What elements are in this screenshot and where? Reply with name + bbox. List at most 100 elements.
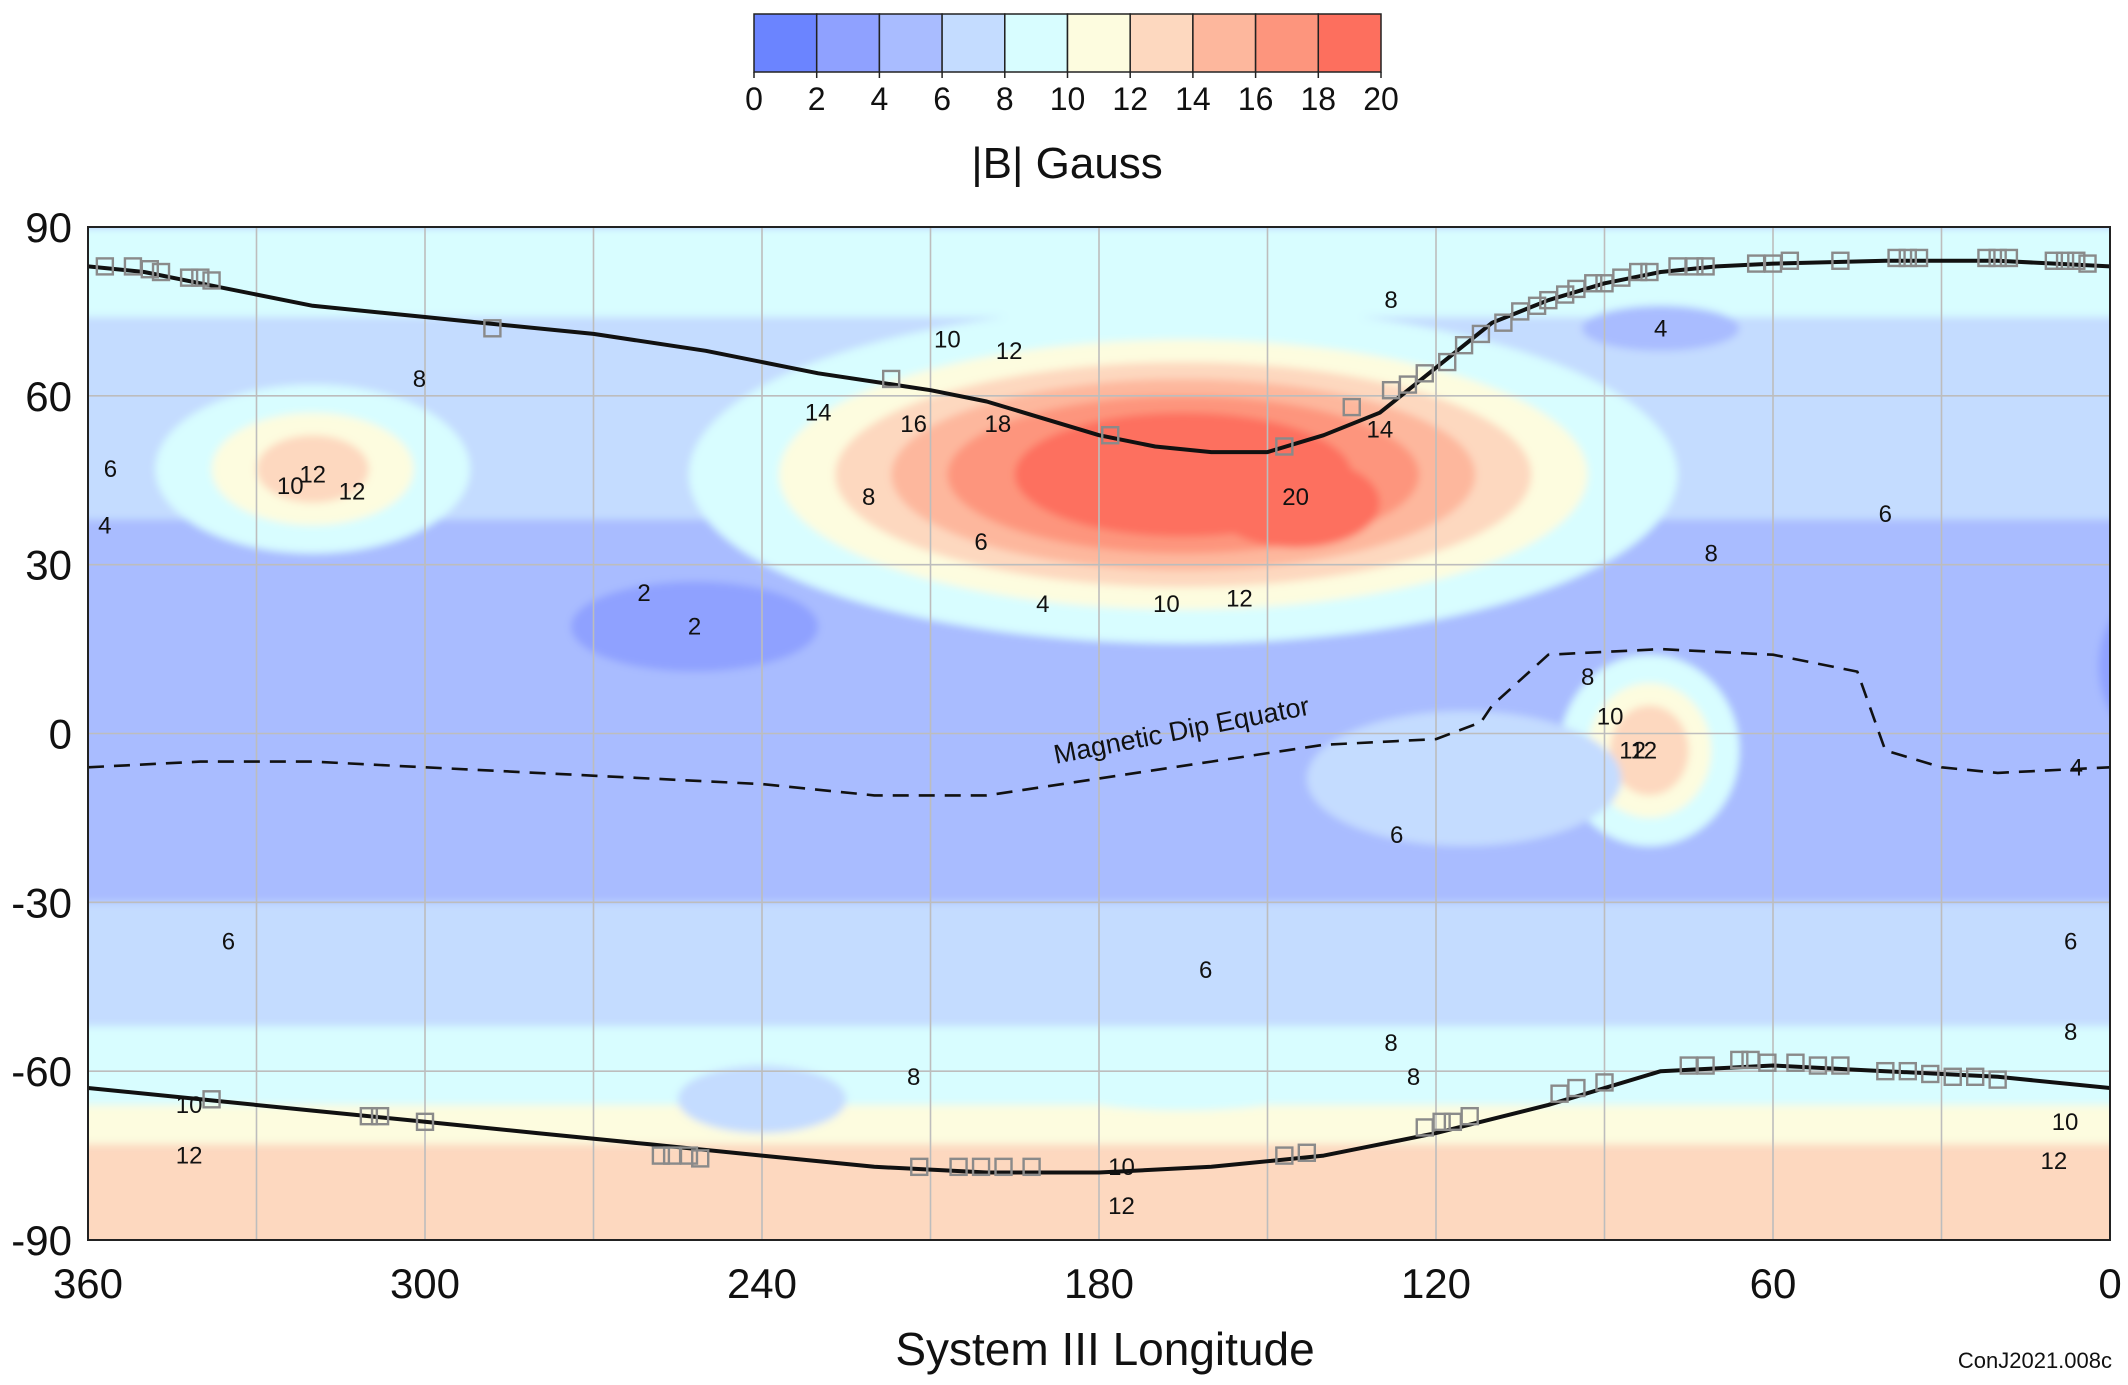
contour-label: 6 bbox=[1390, 822, 1403, 849]
colorbar-tick-label: 4 bbox=[871, 81, 889, 117]
trajectory-marker bbox=[1696, 257, 1715, 276]
footprint-line bbox=[88, 1063, 2110, 1175]
trajectory-marker bbox=[910, 1157, 929, 1177]
trajectory-marker bbox=[1988, 248, 2007, 268]
trajectory-marker bbox=[191, 268, 210, 287]
contour-label: 2 bbox=[637, 580, 650, 607]
figure-credit: ConJ2021.008c bbox=[1958, 1348, 2112, 1373]
trajectory-marker bbox=[1460, 1106, 1479, 1126]
colorbar-tick-label: 10 bbox=[1050, 81, 1086, 117]
feature-label: 4 bbox=[1654, 315, 1667, 342]
contour-label: 6 bbox=[222, 929, 235, 956]
trajectory-marker bbox=[2055, 251, 2075, 270]
plot-frame bbox=[87, 226, 2111, 1241]
series-layer bbox=[88, 258, 2110, 1175]
contour-label: 6 bbox=[1199, 957, 1212, 984]
trajectory-marker bbox=[1999, 248, 2019, 268]
field-band bbox=[88, 1144, 2110, 1240]
trajectory-marker bbox=[651, 1146, 671, 1165]
contour-label: 8 bbox=[907, 1064, 920, 1091]
x-tick-label: 180 bbox=[1064, 1260, 1134, 1307]
colorbar-swatch bbox=[878, 13, 943, 73]
trajectory-marker bbox=[1758, 1053, 1777, 1072]
y-tick-label: 0 bbox=[49, 711, 72, 758]
colorbar-swatch bbox=[1066, 13, 1131, 73]
trajectory-marker bbox=[1988, 1070, 2007, 1089]
contour-label: 10 bbox=[1597, 704, 1624, 731]
trajectory-marker bbox=[1943, 1067, 1962, 1086]
trajectory-marker bbox=[1342, 397, 1361, 417]
trajectory-marker bbox=[1898, 248, 1918, 268]
footprint-line bbox=[88, 258, 2110, 455]
field-contour-region bbox=[1874, 530, 2110, 801]
y-tick-label: -30 bbox=[11, 879, 72, 926]
x-tick-label: 60 bbox=[1750, 1260, 1797, 1307]
contour-label: 10 bbox=[1108, 1154, 1135, 1181]
trajectory-marker bbox=[1685, 257, 1704, 276]
trajectory-marker bbox=[1977, 248, 1996, 268]
x-tick-label: 0 bbox=[2098, 1260, 2121, 1307]
trajectory-marker bbox=[1275, 437, 1294, 456]
colorbar-tick-label: 20 bbox=[1363, 81, 1399, 117]
colorbar-tick-label: 0 bbox=[745, 81, 763, 117]
colorbar-swatch bbox=[941, 13, 1006, 73]
trajectory-marker bbox=[1921, 1064, 1940, 1084]
contour-label: 8 bbox=[862, 484, 875, 511]
feature-label: 12 bbox=[1630, 737, 1657, 764]
colorbar-tick-label: 8 bbox=[996, 81, 1014, 117]
colorbar-tick-label: 6 bbox=[933, 81, 951, 117]
trajectory-marker bbox=[483, 319, 502, 338]
trajectory-marker bbox=[1275, 1146, 1294, 1165]
trajectory-marker bbox=[140, 260, 159, 279]
colorbar-tick-labels: 0 2 4 6 8 10 12 14 16 18 20 bbox=[745, 72, 1399, 117]
trajectory-marker bbox=[1595, 1073, 1614, 1092]
trajectory-marker bbox=[179, 268, 199, 287]
trajectory-marker bbox=[1438, 352, 1457, 372]
trajectory-marker bbox=[679, 1146, 699, 1165]
colorbar-tick-label: 16 bbox=[1238, 81, 1274, 117]
contour-label: 10 bbox=[277, 473, 304, 500]
trajectory-marker bbox=[1101, 426, 1120, 445]
colorbar-swatch bbox=[1129, 13, 1194, 73]
trajectory-marker bbox=[1887, 248, 1906, 268]
contour-label: 12 bbox=[1619, 737, 1646, 764]
y-tick-label: -60 bbox=[11, 1048, 72, 1095]
colorbar-tick-label: 18 bbox=[1301, 81, 1337, 117]
trajectory-marker bbox=[1297, 1143, 1317, 1162]
trajectory-marker bbox=[359, 1106, 379, 1126]
trajectory-marker bbox=[1696, 1056, 1715, 1075]
contour-label: 6 bbox=[974, 529, 987, 556]
dip-equator-line bbox=[88, 647, 2110, 797]
trajectory-marker bbox=[415, 1112, 435, 1132]
contour-label: 16 bbox=[900, 411, 927, 438]
field-contour-region bbox=[1306, 710, 1622, 847]
trajectory-marker bbox=[2067, 251, 2086, 270]
x-axis-label: System III Longitude bbox=[895, 1323, 1314, 1375]
colorbar-tick-label: 2 bbox=[808, 81, 826, 117]
contour-label: 14 bbox=[805, 400, 832, 427]
contour-label: 4 bbox=[2070, 754, 2083, 781]
contour-label: 12 bbox=[1108, 1193, 1135, 1220]
trajectory-marker bbox=[1454, 335, 1474, 355]
x-tick-label: 240 bbox=[727, 1260, 797, 1307]
trajectory-marker bbox=[1965, 1067, 1985, 1086]
trajectory-marker bbox=[1831, 251, 1850, 270]
x-tick-label: 360 bbox=[53, 1260, 123, 1307]
feature-label: 2 bbox=[688, 614, 701, 641]
field-contour-region bbox=[1042, 1054, 1324, 1111]
trajectory-marker bbox=[994, 1157, 1013, 1177]
field-contour-region bbox=[571, 581, 819, 672]
trajectory-marker bbox=[151, 262, 171, 282]
field-contour-region bbox=[1582, 305, 1740, 351]
trajectory-marker bbox=[202, 271, 221, 290]
feature-label: 20 bbox=[1282, 484, 1309, 511]
contour-label: 6 bbox=[104, 456, 117, 483]
contour-label: 18 bbox=[985, 411, 1012, 438]
contour-label: 12 bbox=[176, 1143, 203, 1170]
contour-label: 12 bbox=[339, 479, 366, 506]
trajectory-marker bbox=[370, 1106, 390, 1126]
colorbar-label: |B| Gauss bbox=[971, 139, 1163, 188]
y-tick-label: 30 bbox=[25, 542, 72, 589]
